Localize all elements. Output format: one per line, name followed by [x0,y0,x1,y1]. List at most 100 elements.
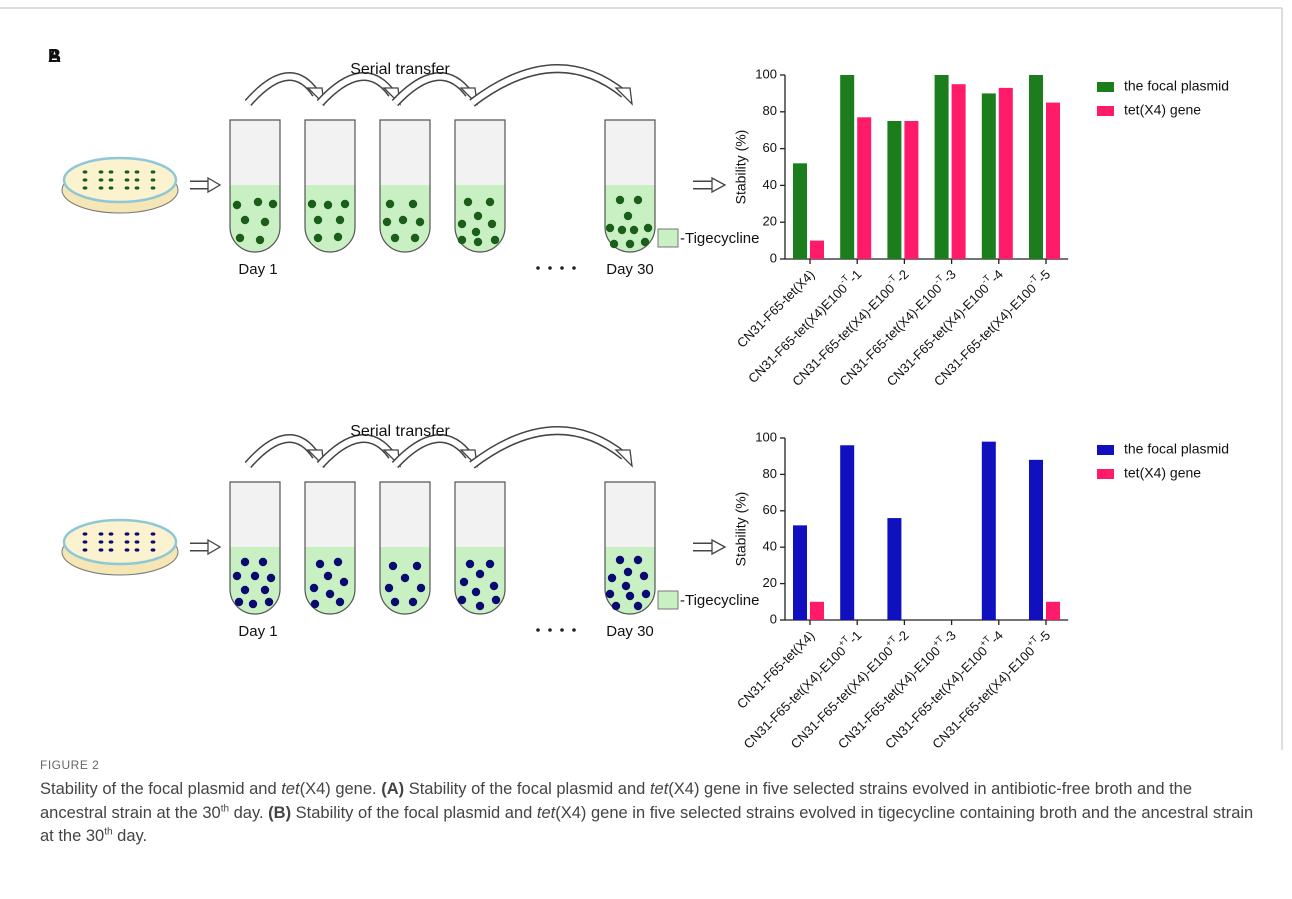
cell [488,220,496,228]
cell [241,558,249,566]
y-tick-label: 60 [763,502,777,517]
colony [99,170,104,173]
legend-label: tet(X4) gene [1124,102,1201,118]
legend-label: the focal plasmid [1124,441,1229,457]
cell [474,238,482,246]
colony [135,532,140,535]
day-end: Day 30 [606,623,654,640]
y-tick-label: 20 [763,575,777,590]
cell [472,228,480,236]
cell [267,574,275,582]
bar [1029,460,1043,620]
colony [109,532,114,535]
tube-empty [230,120,280,185]
page: Serial transferDay 1Day 30-TigecyclineAS… [0,0,1292,899]
bar [840,445,854,620]
cell [383,218,391,226]
tube-empty [380,120,430,185]
arrow-head [208,178,220,192]
cell [326,590,334,598]
bar [857,117,871,259]
caption: FIGURE 2 Stability of the focal plasmid … [40,758,1255,849]
cell [241,216,249,224]
tube-liquid [230,185,280,252]
y-tick-label: 100 [755,66,777,81]
colony [125,186,130,189]
cell [251,572,259,580]
bar [887,518,901,620]
colony [125,532,130,535]
cell [618,226,626,234]
cell [458,236,466,244]
x-tick-label: CN31-F65-tet(X4) [734,267,818,351]
transfer-arrow [395,77,469,103]
cell [472,588,480,596]
colony [151,548,156,551]
cell [417,584,425,592]
cell [622,582,630,590]
colony [99,540,104,543]
transfer-arrow [320,77,392,103]
bar [810,602,824,620]
cell [233,572,241,580]
bar [887,121,901,259]
bar [840,75,854,259]
y-axis-label: Stability (%) [733,130,749,205]
day-start: Day 1 [238,261,277,278]
cell [416,218,424,226]
cell [391,234,399,242]
arrow-head [616,450,632,466]
caption-label: FIGURE 2 [40,758,1255,772]
cell [612,602,620,610]
cell [630,226,638,234]
bar [982,93,996,259]
bar [935,75,949,259]
cell [474,212,482,220]
cell [486,560,494,568]
colony [83,178,88,181]
medium-key-label: -Tigecycline [680,592,759,609]
cell [261,586,269,594]
bar [1046,602,1060,620]
cell [269,200,277,208]
colony [151,178,156,181]
cell [606,224,614,232]
cell [314,216,322,224]
cell [314,234,322,242]
legend-swatch [1097,445,1114,455]
cell [241,586,249,594]
cell [466,560,474,568]
colony [125,540,130,543]
ellipsis-dot [572,266,576,270]
cell [324,201,332,209]
day-start: Day 1 [238,623,277,640]
y-tick-label: 40 [763,177,777,192]
colony [99,548,104,551]
cell [458,220,466,228]
ellipsis-dot [536,628,540,632]
colony [125,548,130,551]
cell [259,558,267,566]
ellipsis-dot [536,266,540,270]
y-tick-label: 0 [770,250,777,265]
cell [624,568,632,576]
cell [624,212,632,220]
arrow-head [616,88,632,104]
cell [336,216,344,224]
ellipsis-dot [548,628,552,632]
cell [616,196,624,204]
colony [83,532,88,535]
panel-label: B [48,46,61,66]
tube-empty [455,482,505,547]
caption-part: (B) [268,804,291,822]
arrow-head [712,540,725,554]
bar [1029,75,1043,259]
bar [793,163,807,259]
cell [491,236,499,244]
bar [999,88,1013,259]
tube-empty [305,120,355,185]
caption-part: Stability of the focal plasmid and [291,804,537,822]
y-tick-label: 0 [770,611,777,626]
y-tick-label: 80 [763,103,777,118]
